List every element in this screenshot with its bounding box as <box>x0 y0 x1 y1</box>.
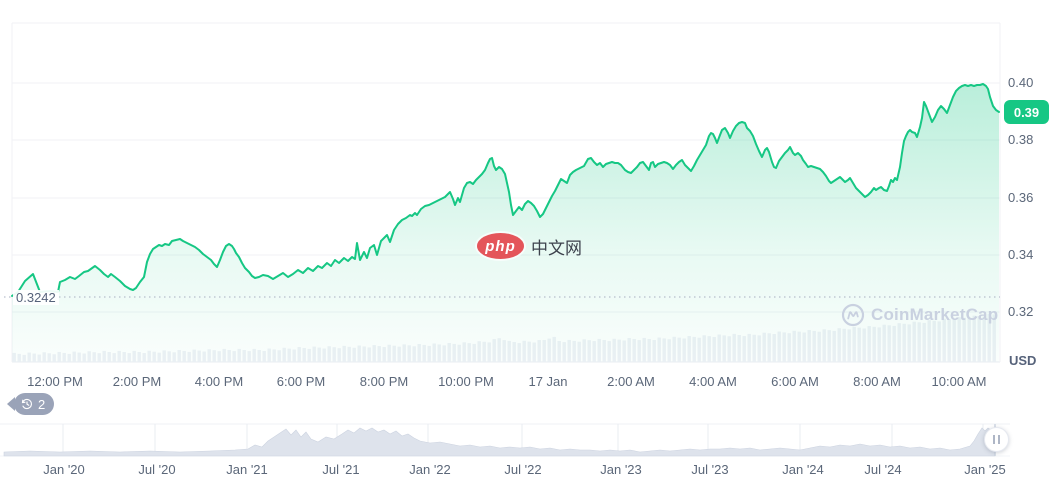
navigator-year-label: Jul '21 <box>322 462 360 477</box>
time-axis-label: 4:00 PM <box>194 374 244 389</box>
currency-label: USD <box>1009 353 1037 368</box>
navigator-year-label: Jul '23 <box>691 462 729 477</box>
navigator-year-label: Jul '24 <box>864 462 902 477</box>
navigator-range-handle[interactable] <box>984 427 1009 452</box>
history-annotation-badge[interactable]: 2 <box>14 393 55 415</box>
current-price-badge: 0.39 <box>1004 100 1049 124</box>
handle-grip-bar <box>993 435 995 444</box>
price-axis-label: 0.34 <box>1008 247 1034 262</box>
time-axis-label: 8:00 PM <box>359 374 409 389</box>
time-axis-label: 8:00 AM <box>853 374 901 389</box>
price-line-series <box>11 83 1000 362</box>
php-logo-icon: php <box>477 233 524 259</box>
price-axis-label: 0.38 <box>1008 132 1034 147</box>
current-price-value: 0.39 <box>1013 104 1040 120</box>
history-count: 2 <box>38 396 46 412</box>
navigator-year-label: Jan '24 <box>782 462 824 477</box>
time-axis-label: 4:00 AM <box>689 374 737 389</box>
php-watermark: php 中文网 <box>477 233 582 259</box>
navigator-year-label: Jan '21 <box>226 462 268 477</box>
php-watermark-text: 中文网 <box>531 238 582 258</box>
time-axis-label: 6:00 PM <box>276 374 326 389</box>
handle-grip-bar <box>998 435 1000 444</box>
coinmarketcap-watermark-text: CoinMarketCap <box>871 305 999 324</box>
navigator-year-label: Jan '20 <box>43 462 85 477</box>
navigator-year-label: Jul '22 <box>504 462 542 477</box>
time-axis-label: 10:00 PM <box>438 374 494 389</box>
time-axis-label: 2:00 PM <box>112 374 162 389</box>
navigator-year-label: Jan '25 <box>964 462 1006 477</box>
time-axis-label: 6:00 AM <box>771 374 819 389</box>
coinmarketcap-logo-icon <box>841 303 865 327</box>
navigator-year-label: Jan '23 <box>600 462 642 477</box>
time-axis-label: 10:00 AM <box>931 374 987 389</box>
price-axis-label: 0.32 <box>1008 304 1034 319</box>
navigator-year-label: Jul '20 <box>138 462 176 477</box>
time-axis-label: 2:00 AM <box>607 374 655 389</box>
previous-close-label: 0.3242 <box>13 290 59 305</box>
time-axis-label: 12:00 PM <box>27 374 83 389</box>
range-navigator[interactable] <box>0 423 1010 457</box>
price-axis-label: 0.36 <box>1008 190 1034 205</box>
history-clock-icon <box>21 398 32 410</box>
time-axis-label: 17 Jan <box>528 374 568 389</box>
price-axis-label: 0.40 <box>1008 75 1034 90</box>
coinmarketcap-watermark[interactable]: CoinMarketCap <box>841 303 998 327</box>
navigator-year-label: Jan '22 <box>409 462 451 477</box>
